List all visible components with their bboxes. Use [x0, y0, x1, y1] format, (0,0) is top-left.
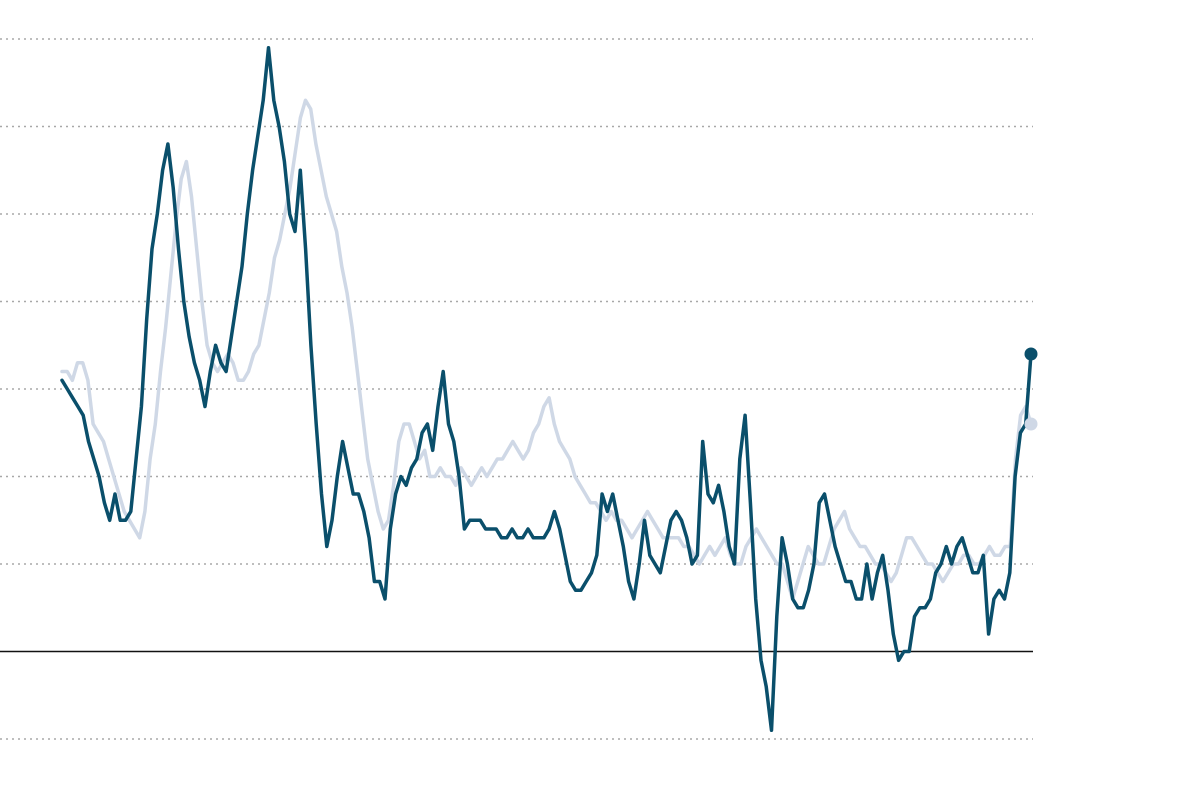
series-end-point-0: [1024, 417, 1038, 431]
gridlines: [0, 38, 1033, 740]
series-end-point-1: [1024, 347, 1038, 361]
series-line-0: [60, 98, 1033, 601]
end-markers-layer: [1024, 347, 1038, 431]
series-layer: [60, 46, 1033, 733]
series-line-1: [60, 46, 1033, 733]
